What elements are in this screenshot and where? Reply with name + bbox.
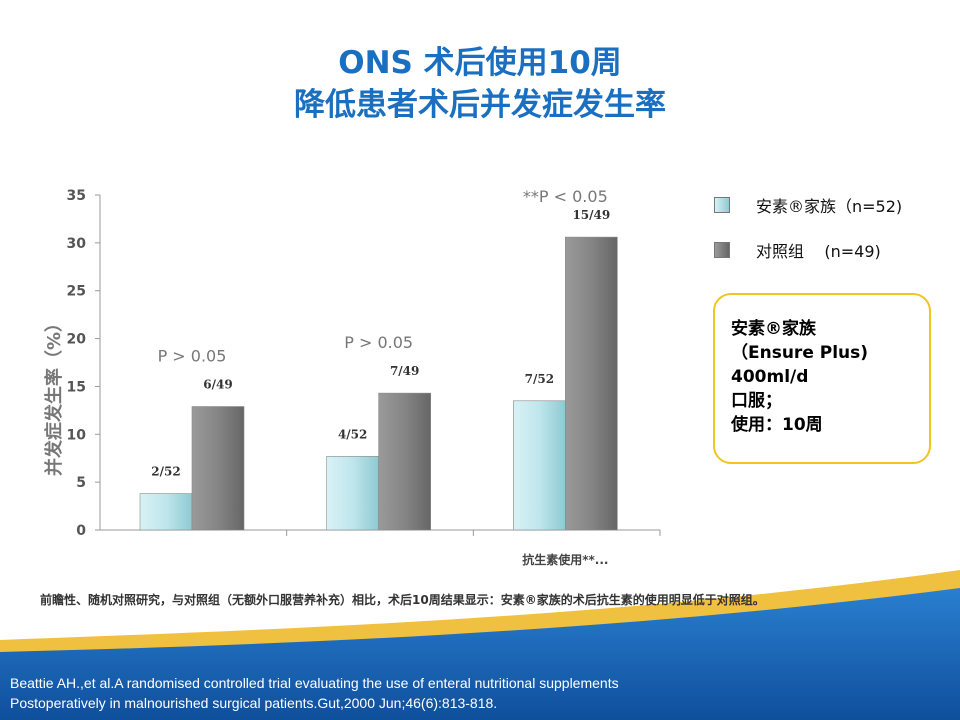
y-tick-label: 15: [67, 379, 86, 395]
info-line: 口服；: [731, 391, 782, 411]
bar-ensure: [139, 493, 193, 531]
title-line-2: 降低患者术后并发症发生率: [294, 87, 666, 123]
chart-labels: 2/52 6/49 P > 0.05 4/52 7/49 P > 0.05 7/52 15/4…: [151, 187, 610, 567]
data-label: 2/52: [151, 465, 180, 479]
info-line: 安素®家族: [731, 319, 816, 339]
y-tick-label: 30: [67, 236, 87, 252]
y-tick-label: 0: [76, 523, 86, 539]
y-axis-label: 并发症发生率（%）: [43, 314, 65, 476]
y-tick-label: 25: [67, 284, 86, 300]
data-label: 7/49: [390, 364, 419, 378]
x-category-label: 抗生素使用**...: [522, 552, 608, 567]
title-line-1: ONS 术后使用10周: [338, 45, 622, 81]
info-line: 使用：10周: [731, 415, 823, 435]
legend-item-ensure: 安素®家族（n=52): [714, 193, 902, 217]
data-label: 6/49: [203, 378, 232, 392]
bar-control: [565, 236, 618, 531]
chart-axes: 0 5 10 15 20 25 30 35 并发症发生率（%）: [43, 188, 661, 539]
p-value-annotation: P > 0.05: [344, 333, 413, 352]
bottom-gold-swoosh: [0, 570, 960, 660]
data-label: 7/52: [525, 372, 554, 386]
y-tick-label: 5: [76, 475, 86, 491]
bar-ensure: [513, 400, 566, 531]
bar-ensure: [326, 455, 379, 531]
p-value-annotation: **P < 0.05: [523, 187, 608, 206]
p-value-annotation: P > 0.05: [158, 347, 227, 366]
bar-control: [191, 406, 245, 531]
y-tick-label: 10: [67, 427, 87, 443]
y-tick-label: 35: [67, 188, 86, 204]
legend-swatch-control: [714, 242, 730, 258]
reference-line-2: Postoperatively in malnourished surgical…: [10, 695, 498, 711]
study-footnote: 前瞻性、随机对照研究，与对照组（无额外口服营养补充）相比，术后10周结果显示：安…: [40, 593, 765, 607]
data-label: 4/52: [338, 427, 367, 441]
bar-control: [378, 392, 431, 531]
reference-line-1: Beattie AH.,et al.A randomised controlle…: [10, 675, 619, 691]
legend-label-ensure: 安素®家族（n=52): [756, 197, 903, 216]
data-label: 15/49: [572, 208, 610, 222]
legend-label-control: 对照组 (n=49): [756, 242, 881, 261]
chart-bars: [139, 236, 618, 531]
legend-swatch-ensure: [714, 197, 730, 213]
info-line: 400ml/d: [731, 367, 809, 387]
info-line: （Ensure Plus): [731, 343, 869, 363]
legend-item-control: 对照组 (n=49): [714, 238, 881, 262]
y-tick-label: 20: [67, 332, 87, 348]
bottom-blue-band: [0, 588, 960, 720]
dosage-info-box: 安素®家族 （Ensure Plus) 400ml/d 口服； 使用：10周: [713, 293, 931, 464]
